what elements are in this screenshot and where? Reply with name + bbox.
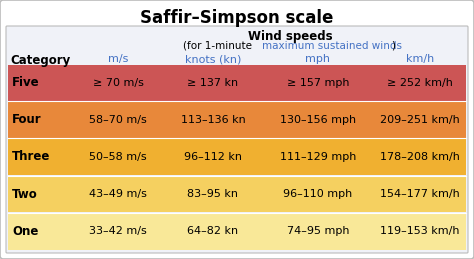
Text: 43–49 m/s: 43–49 m/s — [89, 189, 147, 199]
Bar — [8, 139, 466, 175]
Text: 96–112 kn: 96–112 kn — [184, 152, 242, 162]
Text: Two: Two — [12, 188, 38, 201]
Text: 58–70 m/s: 58–70 m/s — [89, 115, 147, 125]
Bar — [8, 213, 466, 249]
Text: (for 1-minute: (for 1-minute — [183, 41, 255, 51]
Text: 74–95 mph: 74–95 mph — [287, 226, 349, 236]
Text: ≥ 70 m/s: ≥ 70 m/s — [92, 78, 144, 88]
Text: 130–156 mph: 130–156 mph — [280, 115, 356, 125]
Text: ≥ 157 mph: ≥ 157 mph — [287, 78, 349, 88]
Text: 111–129 mph: 111–129 mph — [280, 152, 356, 162]
Text: maximum sustained winds: maximum sustained winds — [262, 41, 402, 51]
Text: 50–58 m/s: 50–58 m/s — [89, 152, 147, 162]
Text: ): ) — [391, 41, 395, 51]
Text: Category: Category — [10, 54, 70, 67]
Text: ≥ 252 km/h: ≥ 252 km/h — [387, 78, 453, 88]
Bar — [8, 102, 466, 138]
Text: Four: Four — [12, 113, 42, 126]
Text: 83–95 kn: 83–95 kn — [188, 189, 238, 199]
FancyBboxPatch shape — [6, 26, 468, 253]
Text: 96–110 mph: 96–110 mph — [283, 189, 353, 199]
Text: 33–42 m/s: 33–42 m/s — [89, 226, 147, 236]
Text: Three: Three — [12, 150, 50, 163]
Text: 113–136 kn: 113–136 kn — [181, 115, 246, 125]
Text: km/h: km/h — [406, 54, 434, 64]
Bar — [8, 176, 466, 212]
Text: 64–82 kn: 64–82 kn — [187, 226, 238, 236]
Text: mph: mph — [306, 54, 330, 64]
Bar — [8, 64, 466, 101]
Text: Five: Five — [12, 76, 40, 89]
Text: m/s: m/s — [108, 54, 128, 64]
Text: 178–208 km/h: 178–208 km/h — [380, 152, 460, 162]
Text: One: One — [12, 225, 38, 238]
Text: ≥ 137 kn: ≥ 137 kn — [187, 78, 238, 88]
Text: Wind speeds: Wind speeds — [248, 30, 332, 43]
Text: 119–153 km/h: 119–153 km/h — [380, 226, 460, 236]
Text: knots (kn): knots (kn) — [185, 54, 241, 64]
Text: 209–251 km/h: 209–251 km/h — [380, 115, 460, 125]
Text: Saffir–Simpson scale: Saffir–Simpson scale — [140, 9, 334, 27]
Text: 154–177 km/h: 154–177 km/h — [380, 189, 460, 199]
